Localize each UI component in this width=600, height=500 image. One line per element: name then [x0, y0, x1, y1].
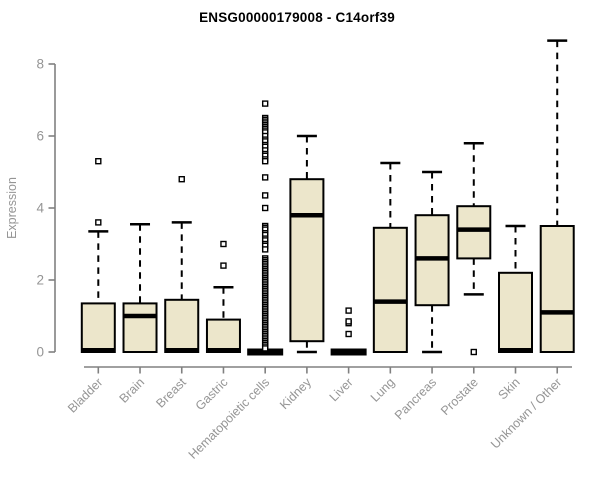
x-axis-label: Kidney	[277, 375, 314, 412]
x-axis-label: Liver	[327, 375, 356, 404]
x-axis-label: Lung	[368, 375, 398, 405]
x-axis-label: Gastric	[193, 375, 231, 413]
chart-title: ENSG00000179008 - C14orf39	[199, 10, 395, 25]
outlier-point	[345, 307, 352, 314]
box	[164, 298, 200, 353]
box	[539, 225, 575, 353]
y-axis-title: Expression	[5, 177, 19, 239]
box	[122, 302, 158, 353]
outlier-point	[261, 157, 269, 165]
outlier-point	[345, 330, 352, 338]
outlier-point	[220, 240, 227, 248]
y-tick-label: 8	[36, 57, 44, 72]
outlier-point	[261, 246, 269, 253]
outlier-point	[178, 175, 185, 183]
outlier-point	[261, 174, 269, 181]
x-axis-label: Prostate	[438, 375, 481, 418]
outlier-point	[261, 345, 269, 352]
y-tick-label: 2	[36, 273, 44, 288]
x-axis-label: Hematopoietic cells	[186, 375, 273, 462]
outlier-point	[261, 204, 269, 212]
x-axis-label: Skin	[496, 375, 523, 402]
x-axis-label: Pancreas	[392, 375, 439, 422]
outlier-point	[261, 100, 269, 107]
outlier-point	[220, 262, 227, 269]
x-axis-label: Unknown / Other	[488, 375, 564, 451]
y-tick-label: 0	[36, 345, 44, 360]
outlier-point	[261, 192, 269, 199]
x-axis-label: Breast	[153, 375, 189, 411]
box	[205, 318, 241, 354]
box	[289, 178, 325, 343]
y-tick-label: 6	[36, 129, 44, 144]
collapsed-box	[330, 348, 367, 356]
x-axis-label: Brain	[117, 375, 148, 406]
collapsed-box	[247, 348, 284, 356]
box	[498, 271, 533, 353]
outlier-point	[345, 318, 352, 325]
x-axis-label: Bladder	[65, 375, 105, 415]
y-tick-label: 4	[36, 201, 44, 216]
outlier-point	[470, 348, 477, 356]
outlier-point	[95, 219, 102, 226]
box	[80, 302, 116, 353]
outlier-point	[95, 157, 102, 165]
box	[456, 205, 492, 260]
box	[372, 226, 408, 353]
